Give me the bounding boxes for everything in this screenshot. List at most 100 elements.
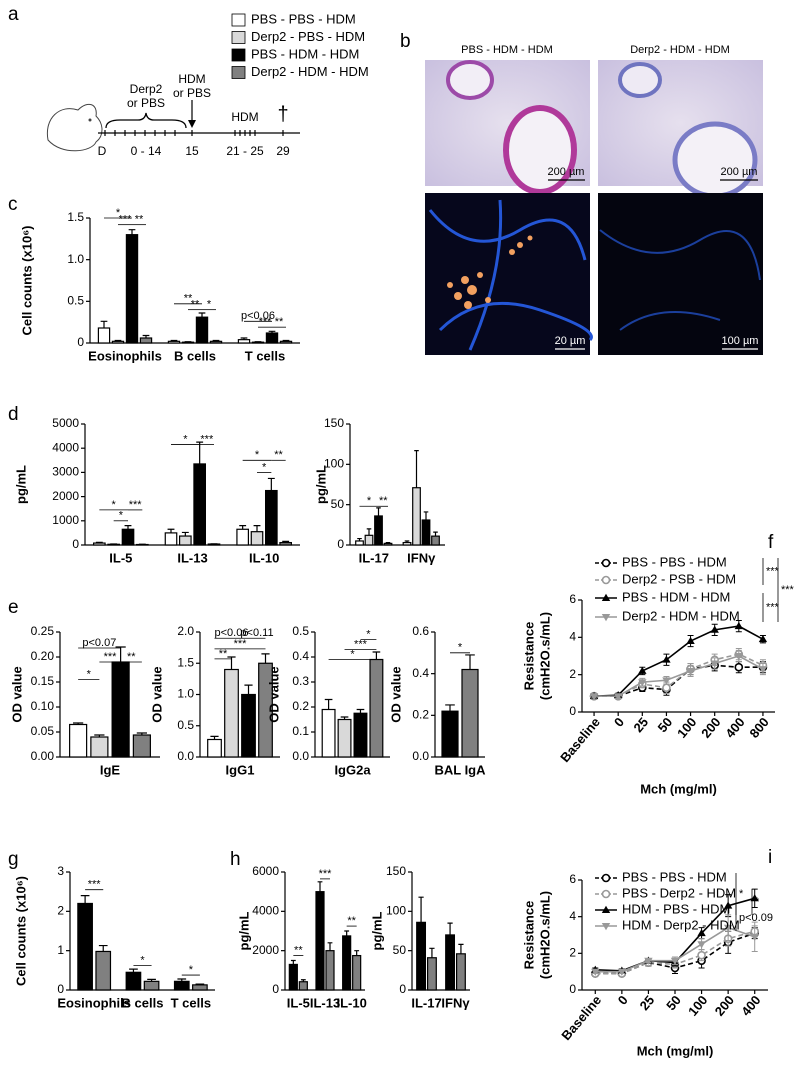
- marker: [734, 653, 744, 661]
- y-tick-label: 0.25: [31, 624, 55, 638]
- legend-label: Derp2 - HDM - HDM: [251, 64, 369, 79]
- marker: [723, 901, 733, 909]
- y-axis-label: pg/mL: [313, 465, 328, 504]
- fluorescence-image: [598, 193, 763, 355]
- y-tick-label: 2000: [52, 489, 79, 503]
- significance-label: **: [191, 299, 200, 311]
- marker: [758, 635, 768, 643]
- x-tick-label: IL-17: [411, 995, 441, 1010]
- y-axis-label: OD value: [388, 666, 403, 722]
- bar: [97, 327, 111, 344]
- y-tick-label: 100: [324, 457, 344, 471]
- y-tick-label: 0.6: [412, 624, 429, 638]
- y-tick-label: 50: [331, 497, 345, 511]
- significance-label: ***: [234, 638, 248, 650]
- bar: [164, 532, 178, 546]
- y-axis-label: (cmH2O.s/mL): [537, 612, 552, 700]
- bar: [143, 980, 160, 991]
- error-bar: [261, 653, 270, 664]
- bar: [352, 954, 362, 991]
- legend-label: PBS - Derp2 - HDM: [622, 885, 736, 900]
- marker: [662, 655, 671, 663]
- bar: [181, 341, 195, 344]
- bar: [298, 981, 308, 991]
- marker: [710, 625, 719, 633]
- bar: [421, 519, 431, 546]
- panel-label: h: [230, 849, 241, 870]
- legend-marker: [601, 889, 611, 899]
- error-bar: [100, 320, 108, 328]
- significance-label: ***: [766, 601, 780, 613]
- error-bar: [324, 698, 333, 710]
- error-bar: [167, 528, 175, 533]
- bar: [431, 535, 440, 546]
- significance-label: **: [127, 651, 136, 663]
- y-axis-label: OD value: [9, 666, 24, 722]
- bar: [251, 341, 265, 344]
- bar: [224, 668, 239, 758]
- legend-label: PBS - HDM - HDM: [622, 589, 730, 604]
- significance-label: **: [347, 915, 356, 927]
- x-axis-label: Mch (mg/ml): [640, 781, 717, 796]
- y-tick-label: 4000: [252, 904, 279, 918]
- significance-label: *: [183, 433, 188, 445]
- bar: [192, 984, 208, 991]
- schematic-label: or PBS: [173, 86, 211, 100]
- significance-label: p<0.07: [82, 637, 116, 649]
- significance-label: *: [366, 628, 371, 640]
- y-tick-label: 0.00: [31, 749, 55, 763]
- error-bar: [290, 959, 296, 965]
- bar: [374, 515, 383, 546]
- y-tick-label: 0.15: [31, 674, 55, 688]
- x-tick-label: BAL IgA: [434, 762, 486, 777]
- significance-label: p<0.06: [215, 627, 249, 639]
- scale-bar-label: 100 µm: [722, 335, 759, 347]
- y-tick-label: 0.0: [177, 749, 194, 763]
- y-tick-label: 0.0: [412, 749, 429, 763]
- y-tick-label: 6: [569, 592, 576, 606]
- error-bar: [244, 684, 253, 695]
- bar: [402, 541, 412, 546]
- image-title: Derp2 - HDM - HDM: [630, 44, 730, 56]
- day-label: 0 - 14: [131, 144, 162, 158]
- marker: [644, 957, 653, 965]
- significance-label: **: [379, 495, 388, 507]
- y-axis-label: Cell counts (x10⁶): [19, 225, 34, 335]
- significance-label: **: [135, 214, 144, 226]
- bar: [195, 316, 209, 344]
- error-bar: [445, 704, 455, 712]
- bar: [364, 534, 374, 546]
- y-tick-label: 0: [569, 704, 576, 718]
- x-tick-label: 25: [630, 714, 651, 735]
- marker: [662, 683, 671, 693]
- x-tick-label: IgE: [100, 762, 121, 777]
- significance-label: *: [116, 207, 121, 219]
- error-bar: [115, 646, 126, 662]
- x-tick-label: T cells: [171, 995, 211, 1010]
- marker: [686, 667, 695, 676]
- error-bar: [433, 531, 438, 537]
- x-tick-label: 800: [746, 714, 771, 740]
- bar: [92, 542, 106, 546]
- x-tick-label: B cells: [174, 348, 216, 363]
- legend-label: PBS - PBS - HDM: [622, 554, 727, 569]
- bar: [193, 463, 207, 546]
- marker: [613, 693, 623, 701]
- legend-label: PBS - PBS - HDM: [622, 869, 727, 884]
- y-axis-label: Resistance: [521, 622, 536, 691]
- error-bar: [429, 947, 435, 958]
- y-tick-label: 0.0: [292, 749, 309, 763]
- significance-label: *: [262, 461, 267, 473]
- legend-label: Derp2 - PSB - HDM: [622, 571, 736, 586]
- bar: [207, 738, 222, 758]
- error-bar: [458, 943, 464, 954]
- x-tick-label: 0: [615, 992, 631, 1007]
- marker: [589, 693, 599, 701]
- panel-label: c: [8, 194, 18, 215]
- y-tick-label: 4000: [52, 440, 79, 454]
- y-tick-label: 0.20: [31, 649, 55, 663]
- legend-marker: [601, 923, 611, 931]
- significance-label: *: [112, 499, 117, 511]
- bar: [77, 902, 93, 991]
